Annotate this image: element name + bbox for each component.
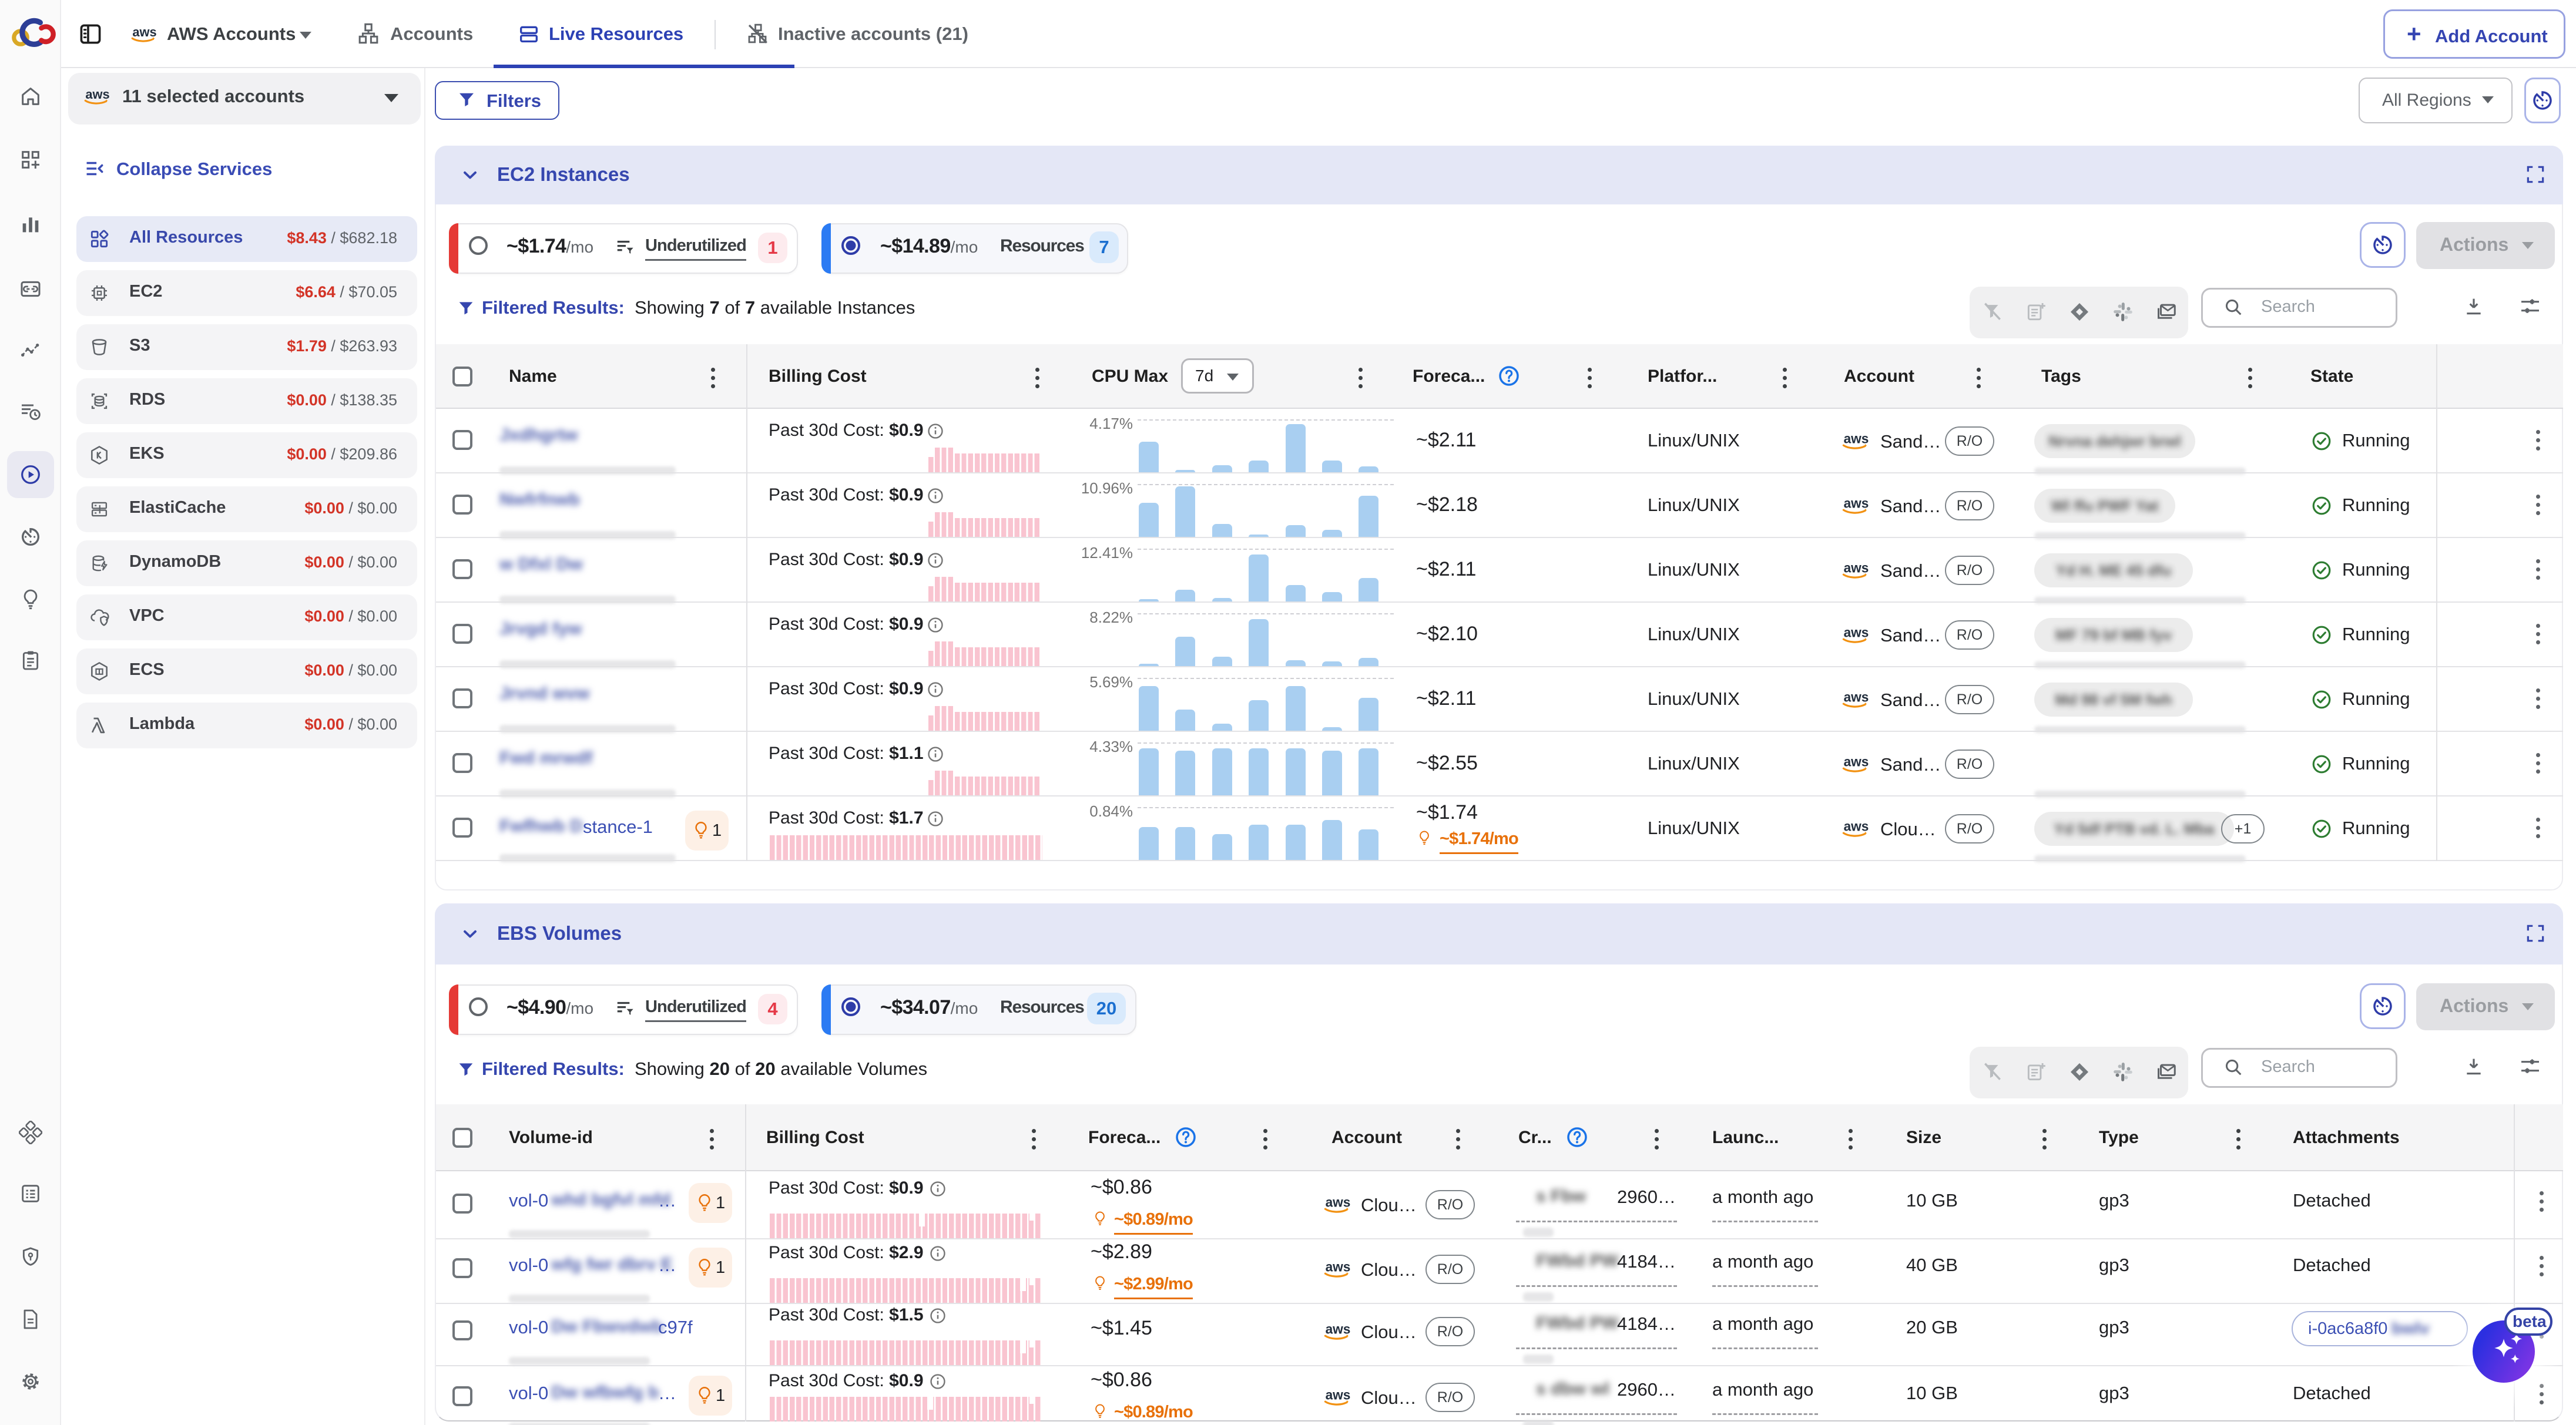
svg-text:aws: aws bbox=[1844, 754, 1869, 769]
svg-text:aws: aws bbox=[132, 25, 156, 39]
svg-text:aws: aws bbox=[1844, 819, 1869, 834]
svg-text:aws: aws bbox=[1844, 690, 1869, 705]
svg-text:aws: aws bbox=[1326, 1387, 1351, 1403]
svg-text:aws: aws bbox=[1326, 1195, 1351, 1210]
svg-text:aws: aws bbox=[1326, 1322, 1351, 1337]
svg-text:aws: aws bbox=[1844, 431, 1869, 446]
svg-text:aws: aws bbox=[1844, 496, 1869, 511]
svg-text:aws: aws bbox=[1844, 625, 1869, 640]
svg-text:aws: aws bbox=[1844, 560, 1869, 576]
svg-text:aws: aws bbox=[1326, 1259, 1351, 1275]
svg-text:aws: aws bbox=[85, 87, 109, 102]
